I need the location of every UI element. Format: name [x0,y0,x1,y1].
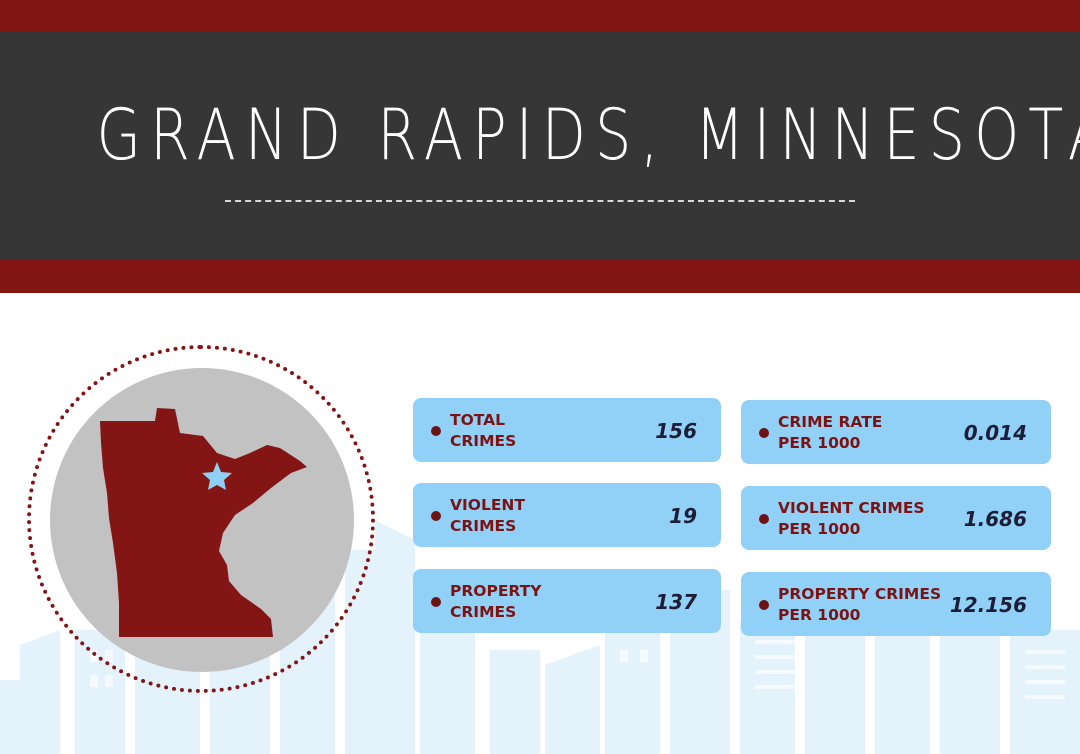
stat-label: CRIME RATE PER 1000 [778,413,883,452]
minnesota-state-icon [100,408,307,637]
bullet-icon [431,511,441,521]
stat-card-property-crimes: PROPERTY CRIMES 137 [413,569,721,633]
stat-label: VIOLENT CRIMES [450,496,525,535]
stat-card-violent-crimes: VIOLENT CRIMES 19 [413,483,721,547]
bullet-icon [759,600,769,610]
title-divider [225,200,855,202]
top-accent-band [0,0,1080,32]
page-title: GRAND RAPIDS, MINNESOTA [96,94,1080,176]
stat-card-total-crimes: TOTAL CRIMES 156 [413,398,721,462]
header-bottom-band [0,260,1080,293]
bullet-icon [759,428,769,438]
bullet-icon [431,426,441,436]
header-panel [0,32,1080,260]
stat-value: 19 [669,504,697,528]
stat-value: 137 [655,590,697,614]
bullet-icon [759,514,769,524]
map-dotted-ring [27,345,375,693]
stat-card-violent-rate: VIOLENT CRIMES PER 1000 1.686 [741,486,1051,550]
stat-value: 1.686 [963,507,1027,531]
stat-card-property-rate: PROPERTY CRIMES PER 1000 12.156 [741,572,1051,636]
stat-value: 12.156 [949,593,1027,617]
stat-label: PROPERTY CRIMES PER 1000 [778,585,942,624]
stat-label: TOTAL CRIMES [450,411,517,450]
stat-label: VIOLENT CRIMES PER 1000 [778,499,925,538]
stat-label: PROPERTY CRIMES [450,582,542,621]
stat-value: 0.014 [963,421,1027,445]
stat-value: 156 [655,419,697,443]
bullet-icon [431,597,441,607]
stat-card-crime-rate: CRIME RATE PER 1000 0.014 [741,400,1051,464]
star-icon [202,462,232,490]
